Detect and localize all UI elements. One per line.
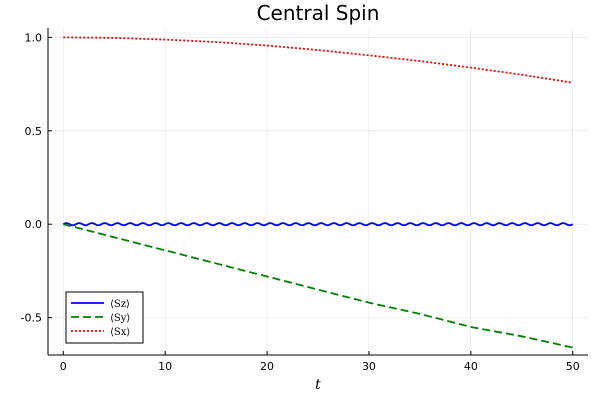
x-tick-label: 40: [464, 360, 478, 373]
legend-label: ⟨Sy⟩: [110, 313, 130, 324]
x-tick-label: 30: [362, 360, 376, 373]
x-tick-label: 10: [158, 360, 172, 373]
legend: ⟨Sz⟩ ⟨Sy⟩ ⟨Sx⟩: [65, 291, 144, 344]
y-tick-label: -0.5: [21, 312, 42, 325]
series-line: [62, 222, 574, 227]
x-tick-label: 50: [566, 360, 580, 373]
y-tick-label: 0.0: [25, 218, 43, 231]
y-tick-label: 0.5: [25, 125, 43, 138]
axes: [47, 28, 588, 356]
x-tick-label: 20: [260, 360, 274, 373]
x-tick-label: 0: [60, 360, 67, 373]
y-axis-ticks: -0.5 0.0 0.5 1.0: [21, 31, 52, 325]
legend-label: ⟨Sx⟩: [110, 327, 130, 338]
y-tick-label: 1.0: [25, 31, 43, 44]
series-line: [63, 36, 573, 84]
x-axis-ticks: 0 10 20 30 40 50: [60, 351, 580, 373]
x-axis-label: t: [315, 377, 321, 393]
legend-label: ⟨Sz⟩: [110, 299, 130, 310]
series-line: [63, 223, 573, 349]
chart-title: Central Spin: [257, 1, 380, 25]
series-lines: [62, 36, 574, 349]
